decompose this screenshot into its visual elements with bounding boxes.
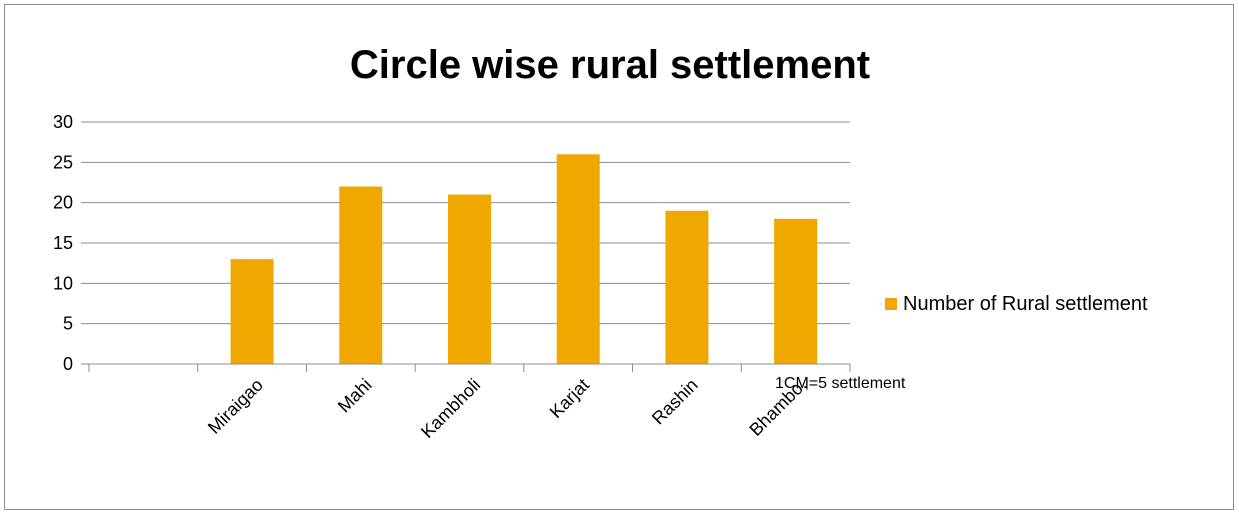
y-tick-label: 15 <box>53 233 73 253</box>
bar-bhambo- <box>774 218 818 364</box>
x-category-label: Karjat <box>546 375 593 422</box>
bar-rashin <box>665 210 709 364</box>
y-tick-label: 5 <box>63 314 73 334</box>
y-tick-label: 20 <box>53 193 73 213</box>
x-category-label: Rashin <box>648 375 702 429</box>
bar-karjat <box>556 154 600 364</box>
x-axis <box>88 363 851 372</box>
bars <box>230 154 818 364</box>
legend-label: Number of Rural settlement <box>903 293 1148 315</box>
chart-title: Circle wise rural settlement <box>350 43 870 87</box>
y-tick-label: 0 <box>63 354 73 374</box>
bar-mahi <box>339 186 383 364</box>
scale-annotation: 1CM=5 settlement <box>775 375 906 392</box>
legend-swatch <box>885 298 897 310</box>
y-tick-label: 25 <box>53 152 73 172</box>
y-axis-tick-labels: 0 5 10 15 20 25 30 <box>53 112 73 374</box>
y-tick-label: 30 <box>53 112 73 132</box>
x-axis-category-labels: Miraigao Mahi Kambholi Karjat Rashin Bhambo, <box>204 375 811 442</box>
y-tick-label: 10 <box>53 273 73 293</box>
bar-kambholi <box>448 194 491 364</box>
x-category-label: Miraigao <box>204 375 267 438</box>
x-category-label: Kambholi <box>417 375 484 442</box>
x-category-label: Mahi <box>334 375 376 417</box>
bar-miraigao <box>230 259 274 364</box>
chart-frame <box>4 4 1234 510</box>
legend: Number of Rural settlement <box>885 293 1148 315</box>
